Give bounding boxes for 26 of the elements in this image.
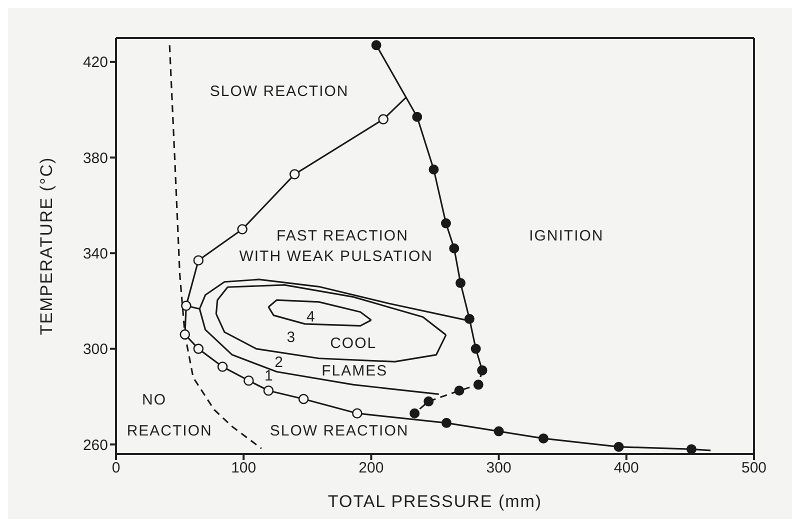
annotation: FLAMES: [322, 362, 388, 380]
y-tick-label: 260: [82, 436, 108, 454]
x-tick-label: 400: [614, 460, 639, 477]
annotation: WITH WEAK PULSATION: [239, 248, 433, 265]
annotation: 1: [264, 367, 274, 384]
x-tick-label: 100: [231, 460, 256, 477]
x-tick-label: 200: [358, 460, 384, 477]
annotation: NO: [142, 391, 167, 408]
annotation: 2: [274, 354, 284, 372]
annotation: COOL: [330, 335, 377, 352]
annotation: SLOW REACTION: [270, 422, 409, 440]
annotation: 4: [306, 308, 316, 326]
annotation: FAST REACTION: [276, 228, 408, 245]
x-tick-label: 500: [741, 460, 767, 477]
x-axis-title: TOTAL PRESSURE (mm): [328, 492, 542, 511]
y-axis-title: TEMPERATURE (°C): [37, 156, 56, 336]
annotation: SLOW REACTION: [210, 82, 349, 100]
annotation: REACTION: [126, 422, 212, 440]
x-tick-label: 300: [486, 460, 512, 477]
y-tick-label: 300: [82, 341, 108, 358]
annotation: IGNITION: [529, 228, 604, 245]
y-tick-label: 380: [82, 150, 108, 167]
annotation: 3: [286, 329, 296, 346]
x-tick-label: 0: [112, 460, 120, 477]
y-tick-label: 420: [82, 54, 108, 72]
y-tick-label: 340: [82, 245, 108, 262]
